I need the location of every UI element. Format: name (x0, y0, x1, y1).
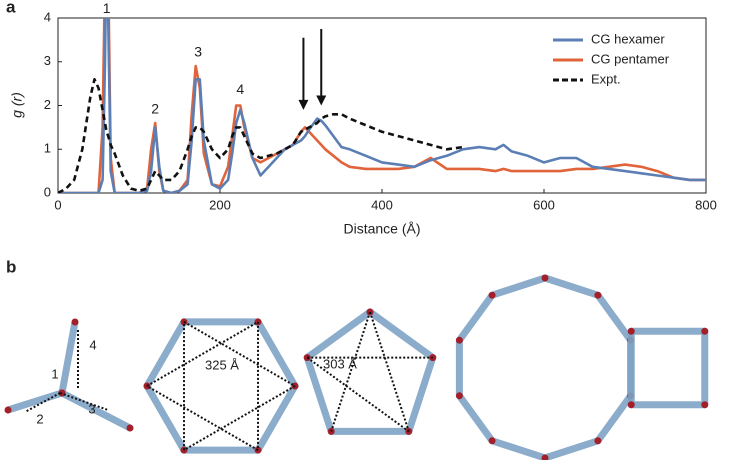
dotted (146, 321, 259, 387)
protein-ring (60, 389, 132, 432)
vertex-dot (701, 327, 709, 335)
structure-label: 303 Å (323, 356, 357, 371)
y-tick-label: 4 (44, 9, 51, 24)
peak-label: 4 (236, 81, 244, 97)
vertex-dot (627, 401, 635, 409)
panel-label: b (6, 257, 16, 276)
arm-label: 2 (36, 411, 43, 426)
vertex-dot (541, 274, 549, 282)
arrow-head (298, 99, 309, 110)
dotted (330, 311, 371, 432)
peak-label: 1 (103, 0, 111, 16)
peak-label: 2 (151, 101, 159, 117)
dotted (183, 321, 296, 387)
arm-label: 4 (89, 337, 96, 352)
vertex-dot (455, 336, 463, 344)
dotted (59, 392, 109, 411)
dotted (306, 356, 410, 433)
vertex-dot (71, 318, 79, 326)
protein-ring (6, 389, 64, 414)
protein-ring (627, 327, 709, 409)
y-tick-label: 0 (44, 184, 51, 199)
dotted (146, 385, 259, 451)
legend-label: CG pentamer (591, 51, 670, 66)
vertex-dot (488, 437, 496, 445)
vertex-dot (455, 392, 463, 400)
protein-ring (143, 318, 299, 454)
y-tick-label: 1 (44, 141, 51, 156)
arm-label: 1 (51, 366, 58, 381)
dotted (369, 311, 410, 432)
series-line (58, 78, 464, 193)
plot-area (58, 18, 706, 193)
x-tick-label: 800 (695, 197, 717, 212)
series-line (58, 18, 706, 193)
structure-label: 325 Å (205, 357, 239, 372)
arrow-head (316, 95, 327, 106)
y-axis-label: g (r) (9, 92, 25, 118)
legend-label: CG hexamer (591, 31, 665, 46)
dotted (183, 385, 296, 451)
series-line (58, 18, 706, 193)
vertex-dot (541, 454, 549, 460)
y-tick-label: 2 (44, 97, 51, 112)
arm-label: 3 (88, 401, 95, 416)
protein-ring (58, 321, 79, 394)
x-tick-label: 600 (533, 197, 555, 212)
x-tick-label: 0 (54, 197, 61, 212)
vertex-dot (126, 424, 134, 432)
legend-label: Expt. (591, 71, 621, 86)
vertex-dot (594, 291, 602, 299)
panel-label: a (6, 0, 16, 16)
dotted (24, 392, 61, 413)
x-tick-label: 400 (371, 197, 393, 212)
vertex-dot (4, 406, 12, 414)
vertex-dot (627, 327, 635, 335)
vertex-dot (488, 291, 496, 299)
x-axis-label: Distance (Å) (343, 221, 420, 237)
x-tick-label: 200 (209, 197, 231, 212)
y-tick-label: 3 (44, 53, 51, 68)
vertex-dot (701, 401, 709, 409)
vertex-dot (594, 437, 602, 445)
peak-label: 3 (194, 44, 202, 60)
protein-ring (303, 308, 437, 435)
protein-ring (455, 274, 635, 460)
